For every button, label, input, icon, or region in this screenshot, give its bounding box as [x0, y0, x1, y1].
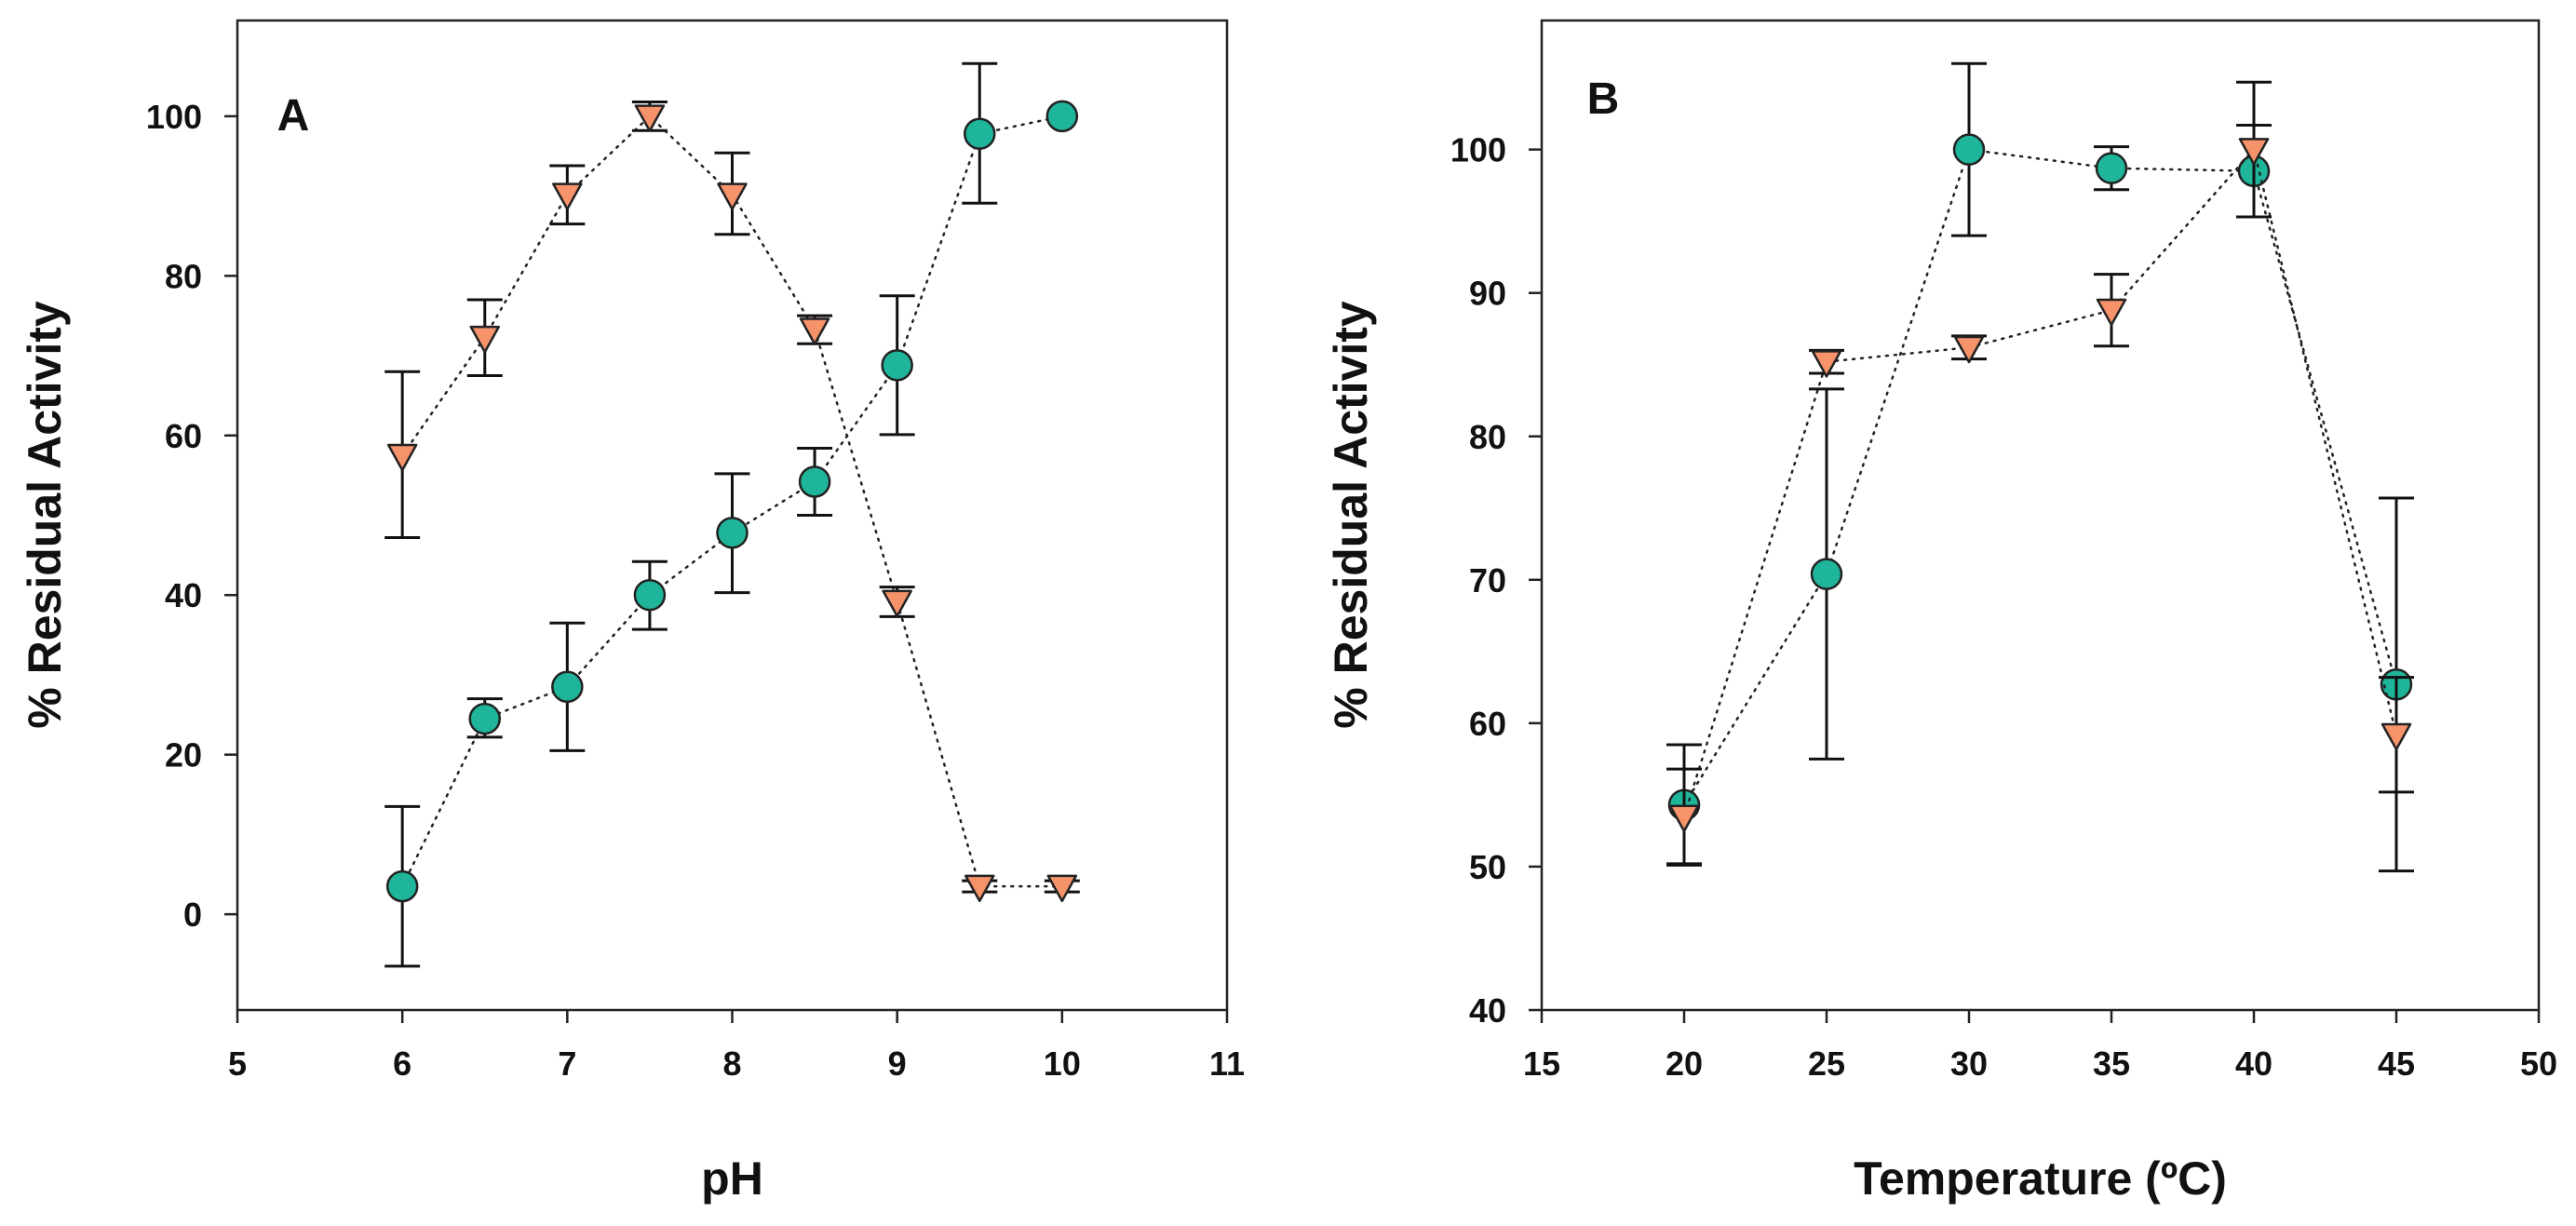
panel-b-chart: 15 20 25 30 35 40 45 50 40 50 60 70 80 90 100 Temperatu… — [1325, 19, 2557, 1205]
panel-a-series-2-point — [717, 182, 748, 210]
panel-a-series-2-point — [386, 443, 418, 472]
panel-a-series-1-point — [881, 349, 913, 382]
panel-a-series-2-point — [634, 104, 666, 132]
panel-a-x-tick-label: 9 — [888, 1044, 907, 1083]
panel-a-series-1-point — [551, 670, 584, 704]
panel-b-series-1-point — [1952, 133, 1986, 166]
panel-a-y-tick-label: 40 — [165, 576, 202, 614]
panel-b-plot-frame — [1540, 19, 2541, 1012]
panel-b-series-2-point — [1668, 804, 1700, 833]
panel-b-y-tick-label: 90 — [1469, 275, 1506, 313]
panel-b-panel-label: B — [1587, 74, 1620, 124]
panel-b-y-tick-label: 40 — [1469, 991, 1506, 1030]
panel-a-y-tick-label: 20 — [165, 736, 202, 775]
panel-b-y-tick-label: 50 — [1469, 848, 1506, 886]
panel-b-series-1-point — [2095, 152, 2128, 184]
panel-b-x-tick-label: 15 — [1523, 1044, 1560, 1083]
panel-a-series-2-point — [1046, 874, 1078, 903]
panel-a-series-2-point — [882, 589, 912, 618]
panel-a-series-2-point — [469, 325, 500, 354]
panel-a-x-tick-label: 5 — [228, 1044, 247, 1083]
panel-a-series-1-point — [964, 117, 996, 150]
panel-b-series-2-point — [1953, 335, 1985, 364]
panel-a-x-axis-title: pH — [701, 1152, 763, 1205]
panel-a-y-axis-title: % Residual Activity — [19, 301, 71, 729]
panel-a-x-tick-label: 10 — [1044, 1044, 1081, 1083]
panel-b-y-tick-label: 60 — [1469, 705, 1506, 743]
panel-b-x-tick-label: 50 — [2520, 1044, 2557, 1083]
panel-a-series-1-point — [468, 702, 501, 735]
panel-b-y-axis-title: % Residual Activity — [1325, 301, 1377, 729]
panel-a-x-tick-label: 8 — [722, 1044, 741, 1083]
panel-a-series-1-point — [716, 517, 749, 549]
panel-b-series-1-point — [1810, 558, 1843, 590]
panel-a-panel-label: A — [277, 91, 310, 141]
panel-a-series-2-point — [799, 317, 830, 345]
panel-a-x-tick-label: 11 — [1209, 1044, 1245, 1083]
panel-b-y-tick-label: 70 — [1469, 561, 1506, 600]
panel-a-series-1-point — [385, 869, 419, 903]
panel-b-x-tick-label: 20 — [1666, 1044, 1703, 1083]
panel-b-series-1-connector-line — [1682, 148, 2398, 806]
panel-a-y-tick-label: 0 — [183, 896, 202, 934]
panel-b-series-2-point — [2096, 298, 2127, 327]
panel-b-series-2-point — [1811, 350, 1842, 378]
panel-a-chart: 5 6 7 8 9 10 11 0 20 40 60 80 100 pH % Residual Activi… — [19, 19, 1245, 1205]
panel-a-x-tick-label: 7 — [558, 1044, 576, 1083]
panel-a-series-1-point — [798, 465, 831, 498]
panel-b-y-tick-label: 80 — [1469, 418, 1506, 456]
panel-a-series-2-point — [552, 182, 583, 210]
panel-a-series-1-point — [1045, 100, 1079, 133]
panel-b-x-tick-label: 35 — [2093, 1044, 2130, 1083]
panel-b-x-tick-label: 40 — [2235, 1044, 2273, 1083]
panel-a-series-2-point — [964, 874, 995, 903]
panel-b-x-tick-label: 25 — [1808, 1044, 1845, 1083]
panel-b-y-tick-label: 100 — [1450, 131, 1506, 169]
panel-b-series-2-point — [2238, 138, 2270, 166]
panel-b-series-2-connector-line — [1682, 147, 2398, 818]
panel-a-y-tick-label: 80 — [165, 257, 202, 295]
panel-b-x-axis-title: Temperature (ºC) — [1854, 1152, 2227, 1205]
panel-b-x-tick-label: 30 — [1950, 1044, 1988, 1083]
panel-a-x-tick-label: 6 — [393, 1044, 411, 1083]
panel-a-y-tick-label: 100 — [146, 98, 202, 136]
panel-b-series-2-point — [2380, 722, 2412, 751]
panel-a-y-tick-label: 60 — [165, 417, 202, 455]
panel-a-series-1-point — [633, 578, 667, 612]
panel-b-x-tick-label: 45 — [2378, 1044, 2415, 1083]
